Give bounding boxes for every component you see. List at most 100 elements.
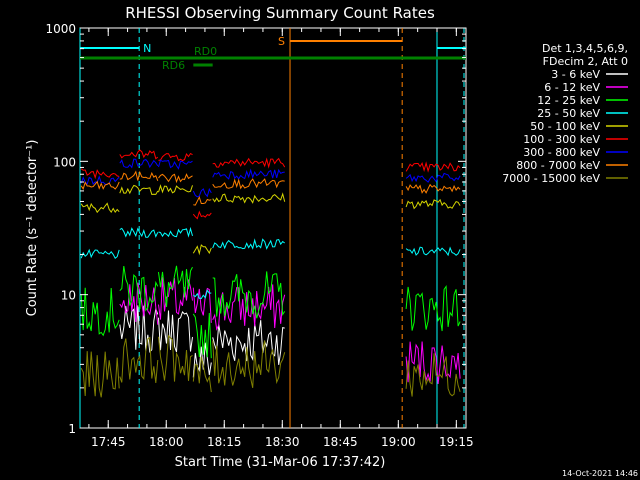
y-axis-label: Count Rate (s⁻¹ detector⁻¹)	[25, 140, 40, 317]
series-line	[158, 173, 193, 184]
series-line	[405, 198, 461, 210]
series-line	[119, 305, 159, 353]
axis-layer: 17:45 18:00 18:15 18:30 18:45 19:00 19:15 1 10 10…	[45, 22, 473, 449]
series-line	[80, 202, 120, 214]
x-tick-label: 18:45	[323, 435, 358, 449]
series-line	[80, 180, 120, 190]
legend-entry-label: 12 - 25 keV	[537, 94, 600, 107]
series-line	[405, 285, 461, 332]
series-line	[192, 356, 212, 393]
series-line	[119, 184, 159, 195]
series-line	[212, 284, 286, 331]
annotation-layer: N S RD0 RD6	[79, 28, 466, 428]
legend-entry-label: 25 - 50 keV	[537, 107, 600, 120]
annotation-s: S	[278, 28, 403, 428]
annotation-n: N	[79, 28, 466, 428]
series-line	[80, 168, 120, 180]
series-line	[119, 170, 159, 181]
series-line	[119, 227, 159, 238]
legend-entry-label: 300 - 800 keV	[523, 146, 600, 159]
y-tick-label: 1000	[45, 22, 76, 36]
series-line	[80, 175, 120, 186]
series-line	[80, 287, 120, 337]
series-layer	[80, 149, 461, 398]
series-line	[158, 226, 193, 238]
legend-entry-label: 50 - 100 keV	[530, 120, 600, 133]
series-line	[212, 157, 286, 169]
series-line	[405, 183, 461, 194]
series-50-100-kev	[80, 184, 461, 256]
legend-entry-label: 3 - 6 keV	[551, 68, 600, 81]
series-3-6-kev	[119, 305, 285, 378]
series-line	[192, 312, 212, 359]
series-line	[192, 244, 212, 256]
night-label: N	[143, 42, 151, 55]
legend-entry-label: 100 - 300 keV	[523, 133, 600, 146]
legend-entry-label: 800 - 7000 keV	[516, 159, 600, 172]
x-tick-label: 18:15	[207, 435, 242, 449]
series-line	[158, 334, 193, 382]
footer-timestamp: 14-Oct-2021 14:46	[562, 469, 638, 478]
series-line	[212, 192, 286, 204]
rd0-label: RD0	[194, 45, 217, 58]
legend-header-line: FDecim 2, Att 0	[543, 55, 628, 68]
series-line	[192, 342, 212, 378]
legend-header-line: Det 1,3,4,5,6,9,	[542, 42, 628, 55]
series-line	[119, 266, 159, 312]
series-line	[405, 161, 461, 173]
series-line	[158, 159, 193, 170]
series-line	[192, 287, 212, 323]
legend-entry-label: 7000 - 15000 keV	[502, 172, 600, 185]
series-line	[193, 289, 212, 300]
series-line	[212, 168, 285, 180]
legend-entry-label: 6 - 12 keV	[544, 81, 600, 94]
series-line	[119, 336, 159, 383]
series-line	[119, 282, 159, 325]
x-tick-label: 17:45	[91, 435, 126, 449]
series-line	[405, 246, 461, 257]
series-6-12-kev	[119, 277, 461, 385]
series-line	[212, 178, 285, 190]
saa-label: S	[278, 35, 285, 48]
series-line	[158, 152, 193, 162]
y-tick-label: 1	[68, 422, 76, 436]
series-800-7000-kev	[80, 170, 461, 206]
series-line	[212, 271, 286, 319]
series-line	[405, 353, 461, 397]
series-line	[80, 248, 120, 259]
series-100-300-kev	[80, 149, 461, 220]
series-line	[119, 149, 159, 160]
legend: Det 1,3,4,5,6,9,FDecim 2, Att 03 - 6 keV…	[502, 42, 628, 185]
annotation-rd6: RD6	[162, 59, 213, 72]
series-25-50-kev	[80, 226, 461, 300]
series-line	[405, 172, 461, 183]
y-tick-label: 10	[61, 289, 76, 303]
series-line	[158, 310, 193, 353]
series-line	[192, 210, 212, 220]
x-axis-label: Start Time (31-Mar-06 17:37:42)	[175, 455, 386, 470]
series-300-800-kev	[80, 158, 461, 198]
x-tick-label: 19:00	[381, 435, 416, 449]
series-line	[158, 277, 193, 320]
series-line	[80, 351, 120, 398]
y-tick-label: 100	[53, 155, 76, 169]
series-line	[192, 187, 212, 198]
x-tick-label: 18:00	[149, 435, 184, 449]
series-line	[212, 238, 285, 250]
series-12-25-kev	[80, 265, 461, 359]
rd6-label: RD6	[162, 59, 185, 72]
series-line	[405, 341, 461, 385]
annotation-rd0: RD0	[80, 45, 466, 60]
x-tick-label: 19:15	[439, 435, 474, 449]
series-7000-15000-kev	[80, 334, 461, 398]
series-line	[193, 195, 212, 206]
chart-title: RHESSI Observing Summary Count Rates	[125, 4, 435, 22]
series-line	[212, 320, 285, 365]
series-line	[158, 265, 193, 307]
series-line	[158, 184, 193, 194]
x-tick-label: 18:30	[265, 435, 300, 449]
series-line	[212, 340, 286, 389]
series-line	[119, 158, 159, 169]
